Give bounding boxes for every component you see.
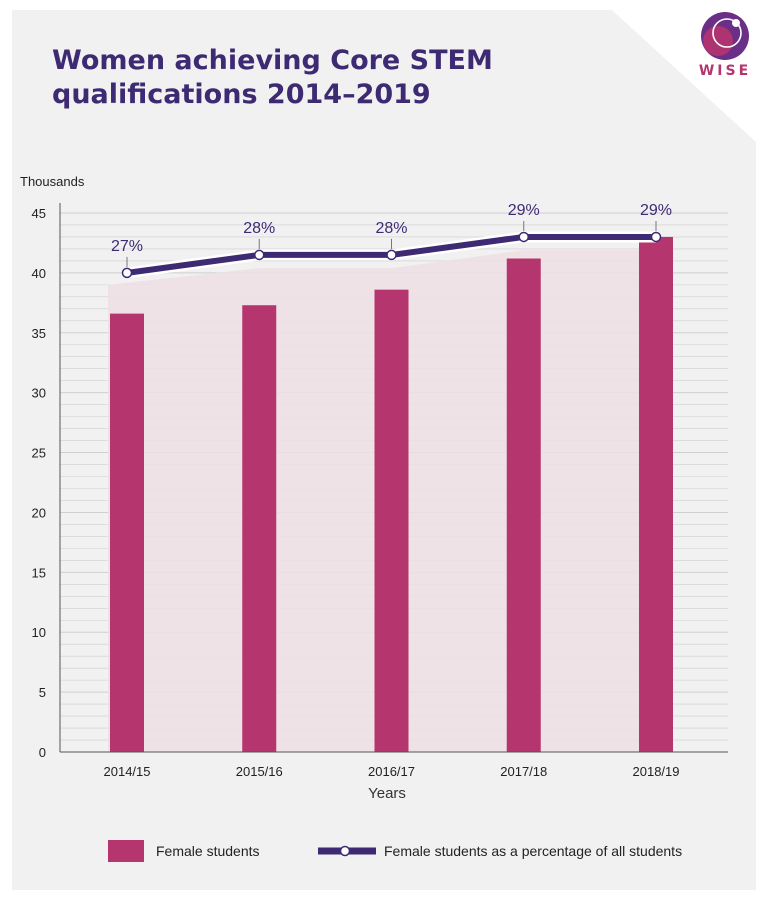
percentage-label: 28% <box>375 220 407 237</box>
percentage-point <box>254 249 265 261</box>
chart-title-line-1: Women achieving Core STEM <box>52 45 493 76</box>
x-axis-label: Years <box>368 785 406 802</box>
legend-bar-label: Female students <box>156 843 260 859</box>
y-tick-label: 40 <box>32 266 46 281</box>
wise-logo-text: WISE <box>698 63 752 79</box>
y-tick-label: 25 <box>32 446 46 461</box>
y-tick-label: 30 <box>32 386 46 401</box>
y-tick-label: 45 <box>32 206 46 221</box>
x-tick-label: 2016/17 <box>368 764 415 779</box>
y-axis-label: Thousands <box>20 174 85 189</box>
percentage-line: 27% 28% 28% 29% 29% <box>111 202 672 279</box>
percentage-point <box>518 231 529 243</box>
legend-line-label: Female students as a percentage of all s… <box>384 843 682 859</box>
wise-logo-icon <box>701 12 749 60</box>
bar-2015-16 <box>242 305 277 752</box>
y-tick-label: 0 <box>39 745 46 760</box>
percentage-point <box>121 267 133 279</box>
y-tick-label: 20 <box>32 505 46 520</box>
y-tick-label: 5 <box>39 685 46 700</box>
bar-2014-15 <box>110 313 144 752</box>
legend-line-marker <box>339 845 351 857</box>
percentage-label: 28% <box>243 220 275 237</box>
percentage-label: 27% <box>111 238 143 255</box>
x-tick-label: 2014/15 <box>104 764 151 779</box>
percentage-point <box>386 249 397 261</box>
x-tick-label: 2017/18 <box>500 764 547 779</box>
y-tick-label: 35 <box>32 326 46 341</box>
percentage-label: 29% <box>508 202 540 219</box>
bar-2016-17 <box>374 289 409 752</box>
wise-logo: WISE <box>694 10 756 86</box>
percentage-point <box>650 231 662 243</box>
chart-title: Women achieving Core STEM qualifications… <box>52 44 572 112</box>
x-tick-label: 2015/16 <box>236 764 283 779</box>
x-tick-label: 2018/19 <box>633 764 680 779</box>
chart-title-line-2: qualifications 2014–2019 <box>52 79 431 110</box>
bar-2017-18 <box>506 258 541 752</box>
bars <box>110 236 673 752</box>
percentage-label: 29% <box>640 202 672 219</box>
y-tick-label: 10 <box>32 625 46 640</box>
bar-2018-19 <box>639 236 673 752</box>
y-tick-label: 15 <box>32 565 46 580</box>
legend-bar-swatch <box>108 840 144 862</box>
axes: 0 5 10 15 20 25 30 35 40 45 2014/15 2015/16 2016/17 2… <box>32 203 728 779</box>
